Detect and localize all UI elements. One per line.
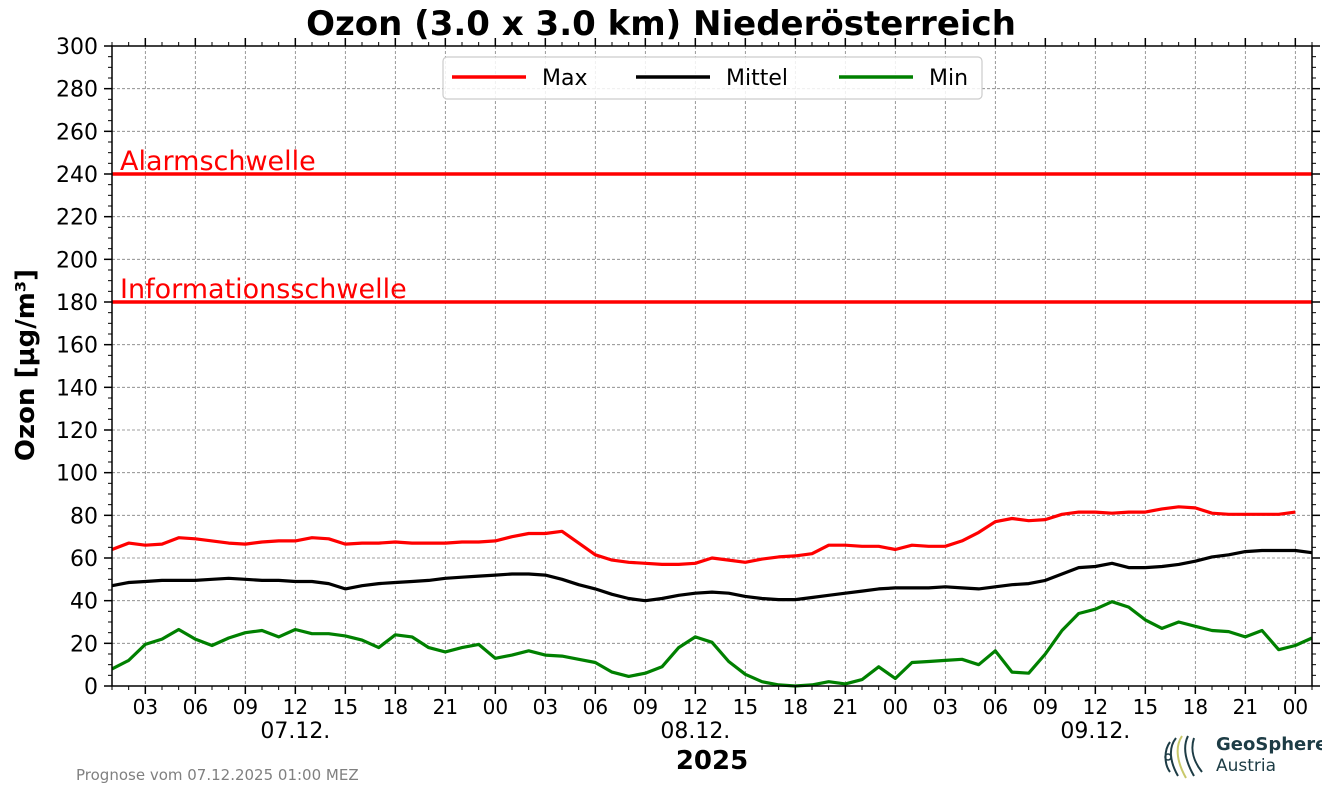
threshold-label: Alarmschwelle bbox=[120, 146, 316, 177]
x-axis-label: 2025 bbox=[676, 746, 748, 776]
x-tick-label: 15 bbox=[1133, 695, 1158, 719]
x-tick-label: 06 bbox=[183, 695, 208, 719]
series-lines bbox=[111, 505, 1313, 688]
y-tick-label: 260 bbox=[56, 120, 98, 145]
legend: Max Mittel Min bbox=[442, 56, 983, 100]
y-tick-label: 280 bbox=[56, 78, 98, 103]
series-line-mittel bbox=[111, 548, 1313, 603]
x-tick-label: 03 bbox=[133, 695, 158, 719]
x-tick-label: 18 bbox=[383, 695, 408, 719]
date-label: 07.12. bbox=[260, 719, 330, 744]
x-tick-labels: 03 06 09 12 15 18 21 00 03 06 09 12 15 18 21 00 03 06 09 12… bbox=[133, 695, 1308, 719]
y-tick-label: 40 bbox=[70, 590, 98, 615]
y-tick-label: 60 bbox=[70, 547, 98, 572]
x-tick-label: 00 bbox=[483, 695, 508, 719]
y-tick-label: 180 bbox=[56, 291, 98, 316]
axes bbox=[104, 38, 1320, 694]
grid bbox=[112, 45, 1312, 687]
x-tick-label: 09 bbox=[1033, 695, 1058, 719]
y-tick-label: 20 bbox=[70, 632, 98, 657]
x-tick-label: 12 bbox=[683, 695, 708, 719]
y-tick-labels: 0 20 40 60 80 100 120 140 160 180 200 220 240 260 280 3… bbox=[56, 35, 98, 700]
x-tick-label: 12 bbox=[283, 695, 308, 719]
x-tick-label: 15 bbox=[333, 695, 358, 719]
x-tick-label: 18 bbox=[783, 695, 808, 719]
x-tick-label: 15 bbox=[733, 695, 758, 719]
y-axis-label: Ozon [µg/m³] bbox=[11, 269, 41, 461]
legend-label-min: Min bbox=[929, 66, 968, 91]
forecast-footer: Prognose vom 07.12.2025 01:00 MEZ bbox=[76, 766, 359, 784]
date-labels: 07.12. 08.12. 09.12. bbox=[260, 719, 1130, 744]
series-line-min bbox=[111, 600, 1313, 688]
threshold-label: Informationsschwelle bbox=[120, 274, 407, 305]
x-tick-label: 18 bbox=[1183, 695, 1208, 719]
chart-title: Ozon (3.0 x 3.0 km) Niederösterreich bbox=[306, 4, 1016, 44]
y-tick-label: 160 bbox=[56, 334, 98, 359]
x-tick-label: 21 bbox=[433, 695, 458, 719]
x-tick-label: 03 bbox=[533, 695, 558, 719]
y-tick-label: 220 bbox=[56, 206, 98, 231]
x-tick-label: 21 bbox=[833, 695, 858, 719]
legend-label-mittel: Mittel bbox=[726, 66, 788, 91]
y-tick-label: 100 bbox=[56, 462, 98, 487]
thresholds: Alarmschwelle Informationsschwelle bbox=[112, 146, 1312, 305]
geosphere-logo-icon bbox=[1164, 735, 1203, 779]
x-tick-label: 21 bbox=[1233, 695, 1258, 719]
y-tick-label: 300 bbox=[56, 35, 98, 60]
x-tick-label: 06 bbox=[583, 695, 608, 719]
x-tick-label: 00 bbox=[1283, 695, 1308, 719]
x-tick-label: 09 bbox=[633, 695, 658, 719]
y-tick-label: 140 bbox=[56, 376, 98, 401]
legend-box bbox=[442, 56, 983, 100]
date-label: 08.12. bbox=[660, 719, 730, 744]
x-tick-label: 12 bbox=[1083, 695, 1108, 719]
series-line-max bbox=[111, 505, 1296, 567]
logo-text-geosphere: GeoSphere bbox=[1216, 734, 1322, 755]
y-tick-label: 80 bbox=[70, 504, 98, 529]
x-tick-label: 09 bbox=[233, 695, 258, 719]
y-tick-label: 240 bbox=[56, 163, 98, 188]
date-label: 09.12. bbox=[1060, 719, 1130, 744]
y-tick-label: 120 bbox=[56, 419, 98, 444]
logo-text-austria: Austria bbox=[1216, 756, 1277, 776]
geosphere-logo: GeoSphere Austria bbox=[1160, 732, 1322, 782]
x-tick-label: 00 bbox=[883, 695, 908, 719]
x-tick-label: 03 bbox=[933, 695, 958, 719]
plot-frame bbox=[111, 45, 1313, 687]
y-tick-label: 0 bbox=[84, 675, 98, 700]
x-tick-label: 06 bbox=[983, 695, 1008, 719]
legend-label-max: Max bbox=[542, 66, 587, 91]
y-tick-label: 200 bbox=[56, 248, 98, 273]
